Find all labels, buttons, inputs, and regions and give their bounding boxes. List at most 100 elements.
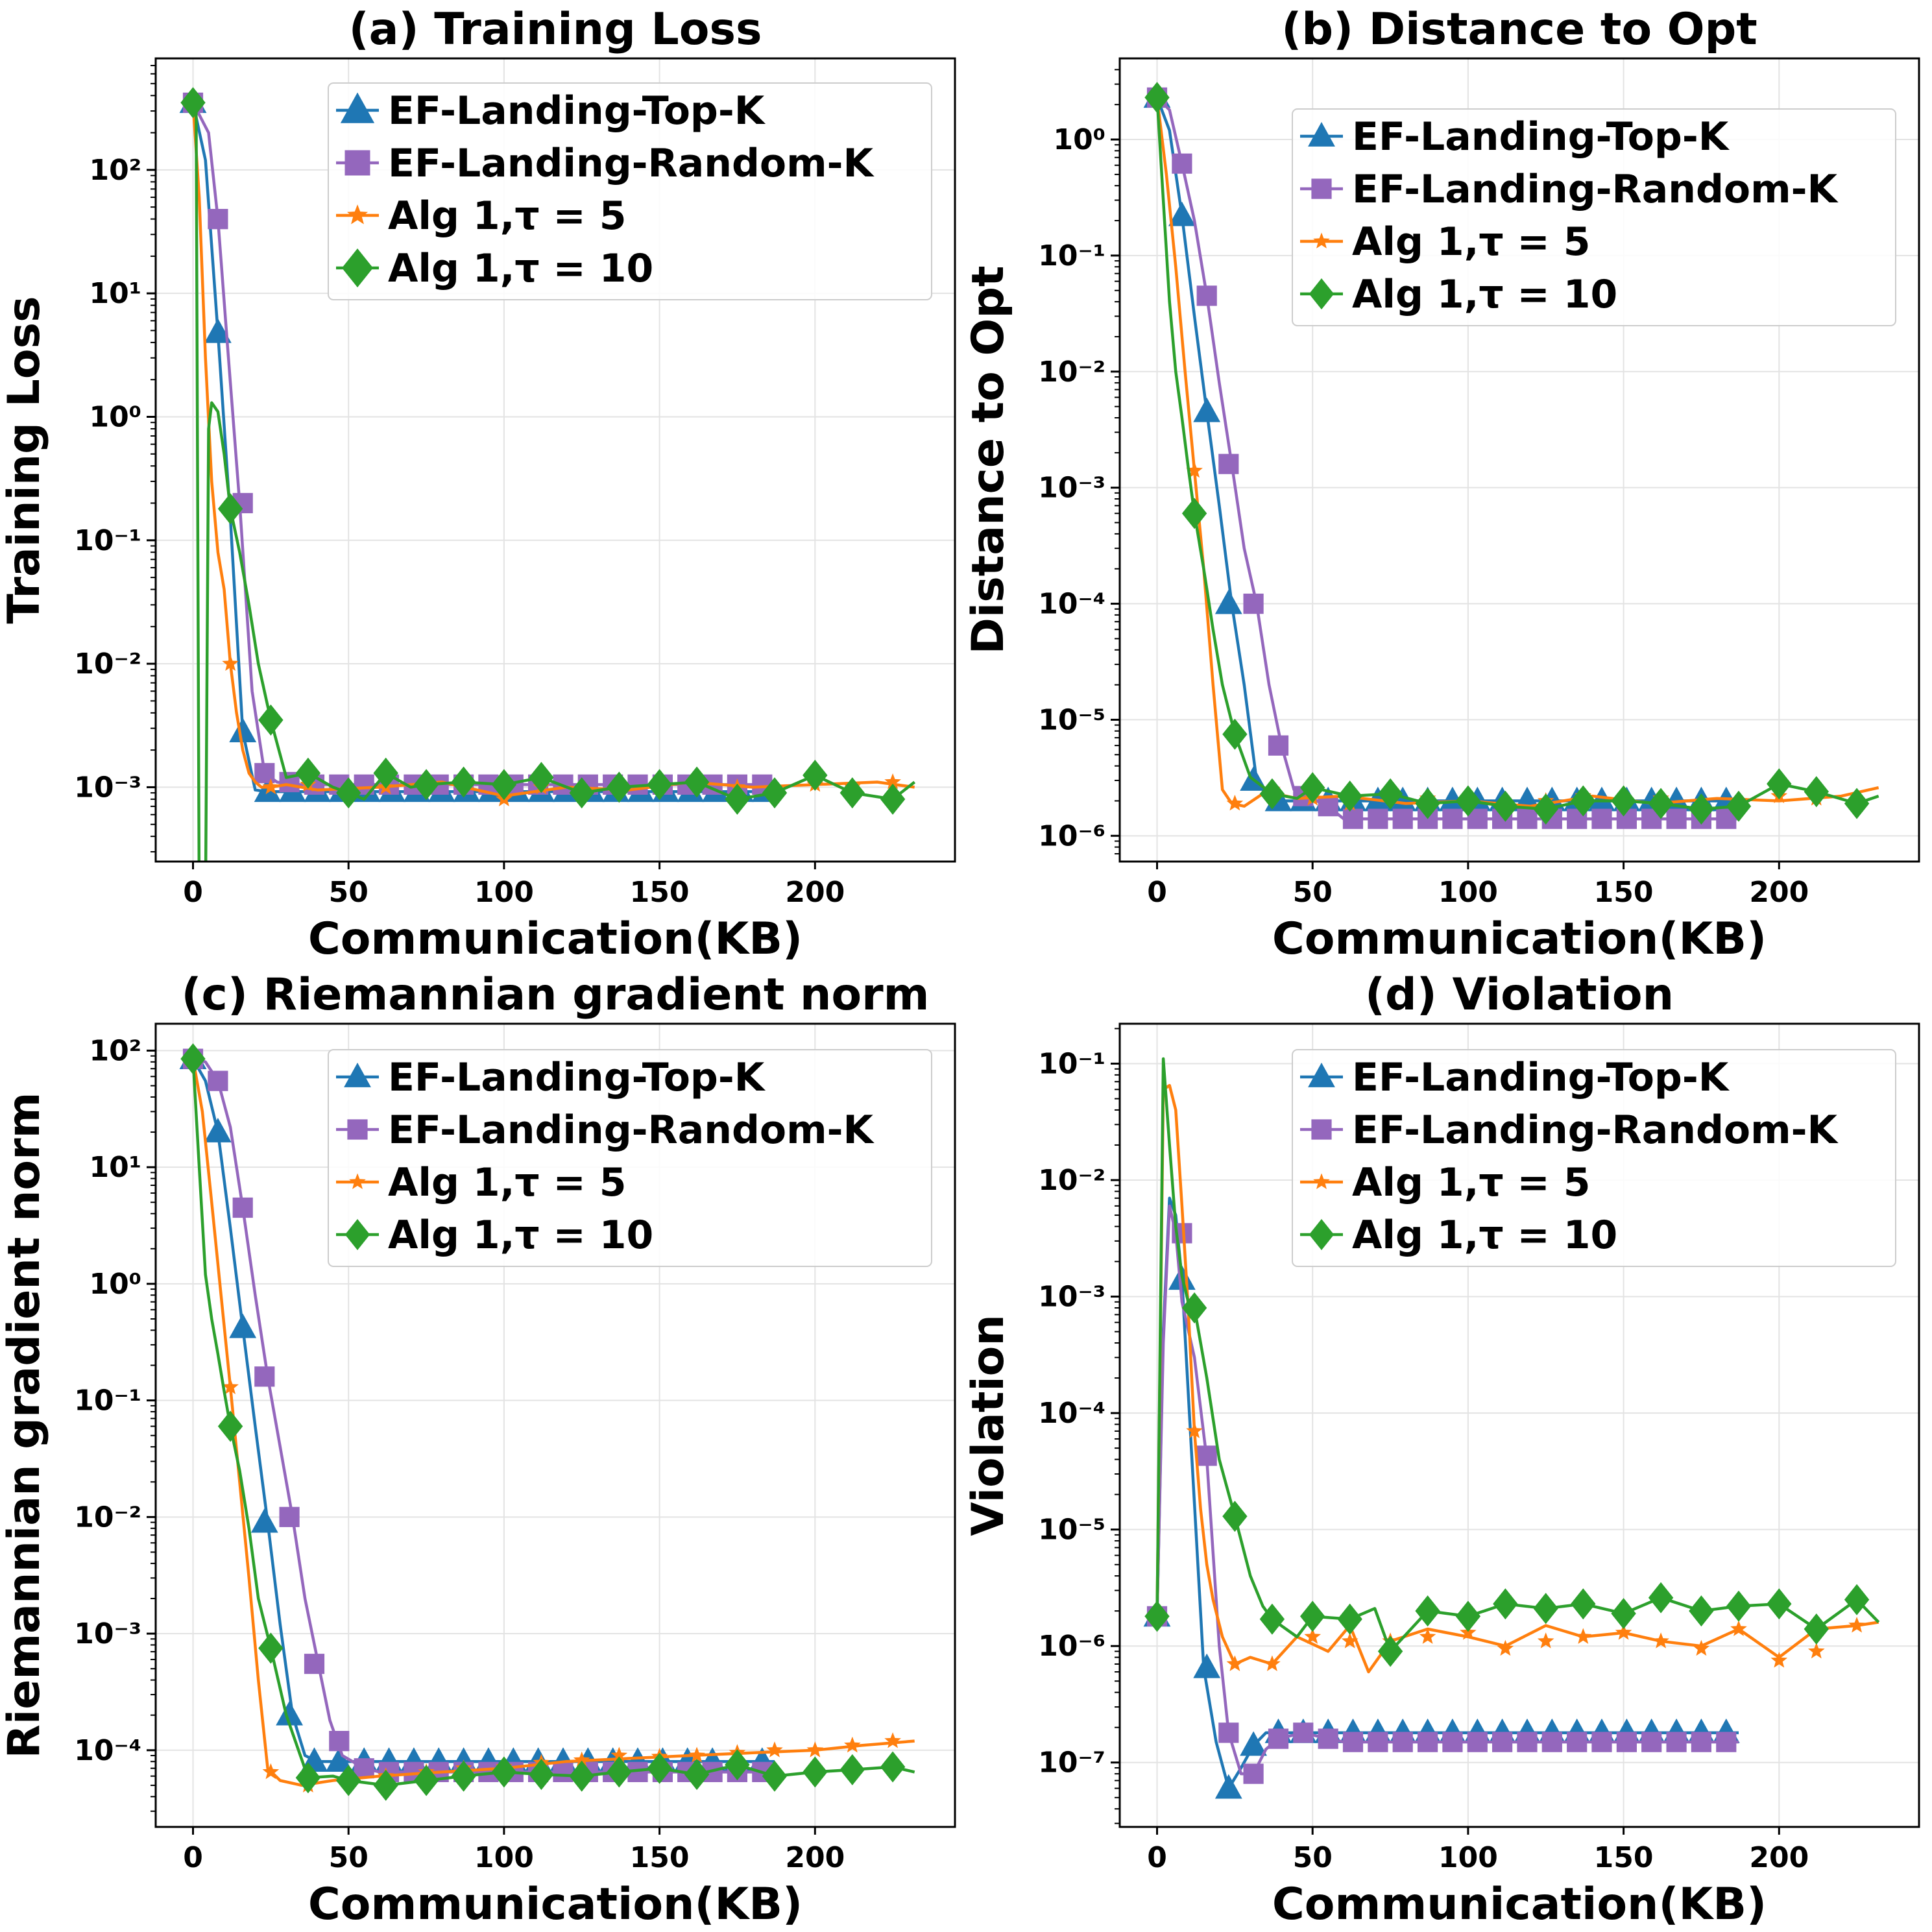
data-point <box>839 777 865 809</box>
y-tick-label: 10² <box>89 154 141 187</box>
data-point <box>1168 201 1196 226</box>
data-point <box>1337 780 1362 812</box>
data-point <box>803 1756 828 1788</box>
legend-box <box>1292 1049 1896 1267</box>
x-tick-label: 200 <box>785 876 845 909</box>
data-point <box>1342 808 1364 829</box>
data-point <box>258 1632 284 1664</box>
data-point <box>1615 1624 1632 1640</box>
data-point <box>1300 1600 1325 1632</box>
data-point <box>1368 1732 1388 1752</box>
data-point <box>1575 1628 1592 1644</box>
legend: EF-Landing-Top-K EF-Landing-Random-K Alg 1… <box>1292 108 1896 326</box>
y-tick-label: 10⁻³ <box>74 1617 141 1650</box>
x-tick-label: 150 <box>630 1841 690 1874</box>
data-point <box>1368 808 1388 829</box>
data-point <box>258 704 284 736</box>
legend-marker <box>1309 278 1334 309</box>
subplot-1: 0 50 100 150 200 10⁻³ 10⁻² 10⁻¹ 10⁰ 10¹ 10² (a) Tra… <box>0 4 956 965</box>
data-point <box>1304 1628 1322 1644</box>
subplot-4: 0 50 100 150 200 10⁻⁷ 10⁻⁶ 10⁻⁵ 10⁻⁴ 10⁻³ 10⁻² 10⁻¹… <box>963 969 1920 1930</box>
data-point <box>217 1410 243 1442</box>
data-point <box>373 1769 398 1801</box>
data-point <box>1226 1655 1244 1671</box>
x-tick-label: 50 <box>329 1841 368 1874</box>
y-tick-label: 10¹ <box>89 1151 141 1184</box>
legend-box <box>328 1049 932 1267</box>
legend: EF-Landing-Top-K EF-Landing-Random-K Alg 1… <box>1292 1049 1896 1267</box>
data-point <box>336 777 361 809</box>
data-point <box>529 1759 554 1791</box>
data-point <box>304 1654 325 1674</box>
series-2 <box>1146 1204 1739 1784</box>
plot-frame <box>1118 1022 1920 1828</box>
data-point <box>1533 1593 1558 1624</box>
data-point <box>229 718 257 743</box>
legend-box <box>1292 108 1896 326</box>
data-point <box>451 1760 476 1792</box>
data-point <box>295 757 321 789</box>
data-point <box>1844 788 1870 819</box>
legend-label: EF-Landing-Random-K <box>1352 167 1839 212</box>
data-point <box>1300 772 1325 804</box>
series-line <box>1155 1083 1879 1674</box>
data-point <box>1571 1588 1596 1620</box>
data-point <box>1193 397 1221 422</box>
data-point <box>1460 1624 1477 1640</box>
y-tick-label: 10⁻³ <box>1038 1281 1105 1314</box>
y-tick-label: 10⁰ <box>89 400 141 433</box>
x-tick-label: 200 <box>1749 1841 1809 1874</box>
legend: EF-Landing-Top-K EF-Landing-Random-K Alg 1… <box>328 82 932 300</box>
y-tick-label: 10⁻⁶ <box>1038 819 1105 852</box>
data-point <box>373 757 398 789</box>
chart-title: (d) Violation <box>1365 969 1674 1020</box>
data-point <box>569 777 594 809</box>
data-point <box>1517 1732 1538 1752</box>
data-point <box>647 1752 672 1784</box>
chart-title: (c) Riemannian gradient norm <box>181 969 929 1020</box>
y-tick-label: 10⁰ <box>89 1268 141 1301</box>
data-point <box>180 87 206 119</box>
data-point <box>1693 1639 1710 1656</box>
y-tick-label: 10⁻³ <box>74 771 141 804</box>
legend-marker <box>344 150 370 176</box>
data-point <box>1226 795 1244 811</box>
series-4 <box>1144 1057 1880 1667</box>
x-tick-label: 100 <box>1438 876 1498 909</box>
data-point <box>1389 786 1417 812</box>
legend-marker <box>1311 1119 1332 1140</box>
x-tick-label: 100 <box>474 876 534 909</box>
series-line <box>1155 1204 1739 1776</box>
data-point <box>806 1741 824 1757</box>
data-point <box>250 1508 278 1533</box>
data-point <box>413 769 439 801</box>
legend-label: EF-Landing-Random-K <box>388 141 875 186</box>
data-point <box>839 1754 865 1785</box>
data-point <box>1591 1732 1612 1752</box>
data-point <box>491 769 517 801</box>
data-point <box>208 1070 228 1091</box>
x-axis-label: Communication(KB) <box>308 1879 803 1930</box>
x-tick-label: 0 <box>1147 876 1167 909</box>
data-point <box>762 1760 788 1792</box>
legend-marker <box>1313 232 1330 248</box>
data-point <box>1196 1445 1217 1466</box>
y-tick-label: 10² <box>89 1034 141 1067</box>
data-point <box>766 1741 783 1757</box>
y-tick-label: 10⁻³ <box>1038 472 1105 505</box>
data-point <box>354 1758 374 1779</box>
data-point <box>1666 808 1687 829</box>
data-point <box>529 762 554 793</box>
y-tick-label: 10⁻¹ <box>1038 239 1105 272</box>
data-point <box>329 1731 350 1752</box>
data-point <box>1214 589 1242 614</box>
data-point <box>1641 1732 1662 1752</box>
data-point <box>1240 1731 1267 1756</box>
chart-title: (b) Distance to Opt <box>1281 4 1757 55</box>
data-point <box>1689 1595 1714 1627</box>
data-point <box>1419 1628 1436 1644</box>
plot-frame <box>154 57 956 863</box>
data-point <box>684 766 710 798</box>
data-point <box>1243 594 1264 614</box>
data-point <box>880 783 906 815</box>
